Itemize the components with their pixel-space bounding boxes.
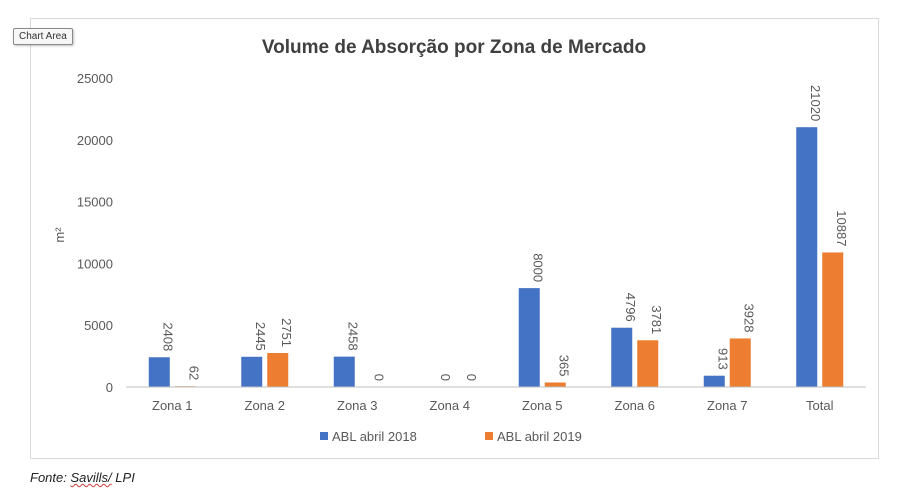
bar-2: [267, 352, 289, 387]
y-tick-label: 25000: [77, 71, 113, 86]
bar-2: [729, 338, 751, 387]
bar-1: [796, 127, 818, 387]
data-label: 10887: [834, 210, 849, 246]
bar-1: [333, 356, 355, 387]
bar-1: [241, 356, 263, 387]
data-label: 4796: [623, 293, 638, 322]
data-label: 913: [715, 348, 730, 370]
legend-swatch: [320, 432, 328, 440]
y-axis-label: m²: [52, 227, 67, 243]
y-tick-label: 10000: [77, 256, 113, 271]
x-tick-label: Zona 1: [152, 398, 192, 413]
source-name: Savills/: [70, 470, 112, 485]
bar-1: [611, 327, 633, 387]
data-label: 21020: [808, 85, 823, 121]
y-tick-label: 0: [106, 380, 113, 395]
y-axis-ticks: 0 5000 10000 15000 20000 25000: [77, 71, 113, 395]
bar-1: [148, 357, 170, 387]
x-tick-label: Zona 4: [430, 398, 470, 413]
data-label: 2458: [345, 322, 360, 351]
data-label: 0: [464, 374, 479, 381]
data-label: 2408: [160, 322, 175, 351]
y-tick-label: 5000: [84, 318, 113, 333]
x-axis-ticks: Zona 1 Zona 2 Zona 3 Zona 4 Zona 5 Zona 6 Zona…: [152, 398, 834, 413]
legend-label: ABL abril 2018: [332, 429, 417, 444]
x-tick-label: Total: [806, 398, 834, 413]
bar-1: [703, 375, 725, 387]
x-tick-label: Zona 3: [337, 398, 377, 413]
x-tick-label: Zona 2: [245, 398, 285, 413]
data-label: 0: [438, 374, 453, 381]
legend-swatch: [485, 432, 493, 440]
bar-1: [518, 288, 540, 387]
x-tick-label: Zona 7: [707, 398, 747, 413]
y-tick-label: 15000: [77, 195, 113, 210]
bar-2: [637, 340, 659, 387]
source-suffix: LPI: [115, 470, 135, 485]
source-prefix: Fonte:: [30, 470, 67, 485]
data-label: 8000: [530, 253, 545, 282]
x-tick-label: Zona 6: [615, 398, 655, 413]
chart-title: Volume de Absorção por Zona de Mercado: [262, 37, 646, 58]
data-label: 365: [556, 355, 571, 377]
data-label: 2445: [253, 322, 268, 351]
data-label: 3928: [741, 304, 756, 333]
data-label: 3781: [649, 305, 664, 334]
chart-area-tooltip: Chart Area: [13, 28, 73, 45]
bar-2: [544, 382, 566, 387]
bar-2: [822, 252, 844, 387]
y-tick-label: 20000: [77, 133, 113, 148]
legend: ABL abril 2018 ABL abril 2019: [320, 429, 582, 444]
data-label: 0: [371, 374, 386, 381]
source-note: Fonte: Savills/ LPI: [30, 470, 135, 485]
data-label: 2751: [279, 318, 294, 347]
x-tick-label: Zona 5: [522, 398, 562, 413]
legend-label: ABL abril 2019: [497, 429, 582, 444]
bars: 2408 62 2445 2751 2458 0 0 0 8000 365 4796 3781 913 3…: [148, 85, 849, 387]
data-label: 62: [186, 366, 201, 380]
